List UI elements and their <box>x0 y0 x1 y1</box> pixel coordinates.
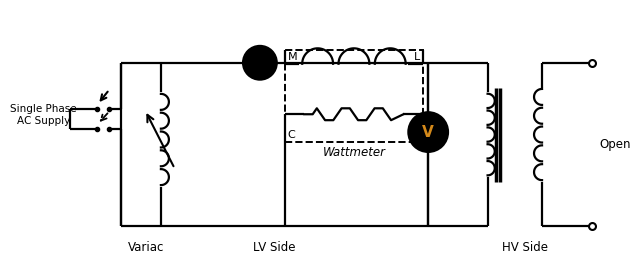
Text: LV Side: LV Side <box>253 241 296 254</box>
Text: V: V <box>422 125 434 140</box>
Circle shape <box>243 46 276 79</box>
Text: Single Phase
AC Supply: Single Phase AC Supply <box>10 104 77 126</box>
Text: A: A <box>254 55 266 70</box>
Text: L: L <box>414 52 420 62</box>
Text: M: M <box>287 52 297 62</box>
Text: Open: Open <box>600 138 631 151</box>
Text: V: V <box>413 130 420 140</box>
Text: Wattmeter: Wattmeter <box>323 146 385 159</box>
Text: Variac: Variac <box>128 241 164 254</box>
Circle shape <box>408 112 448 152</box>
Text: HV Side: HV Side <box>502 241 548 254</box>
Text: C: C <box>287 130 296 140</box>
Bar <box>285 50 423 142</box>
